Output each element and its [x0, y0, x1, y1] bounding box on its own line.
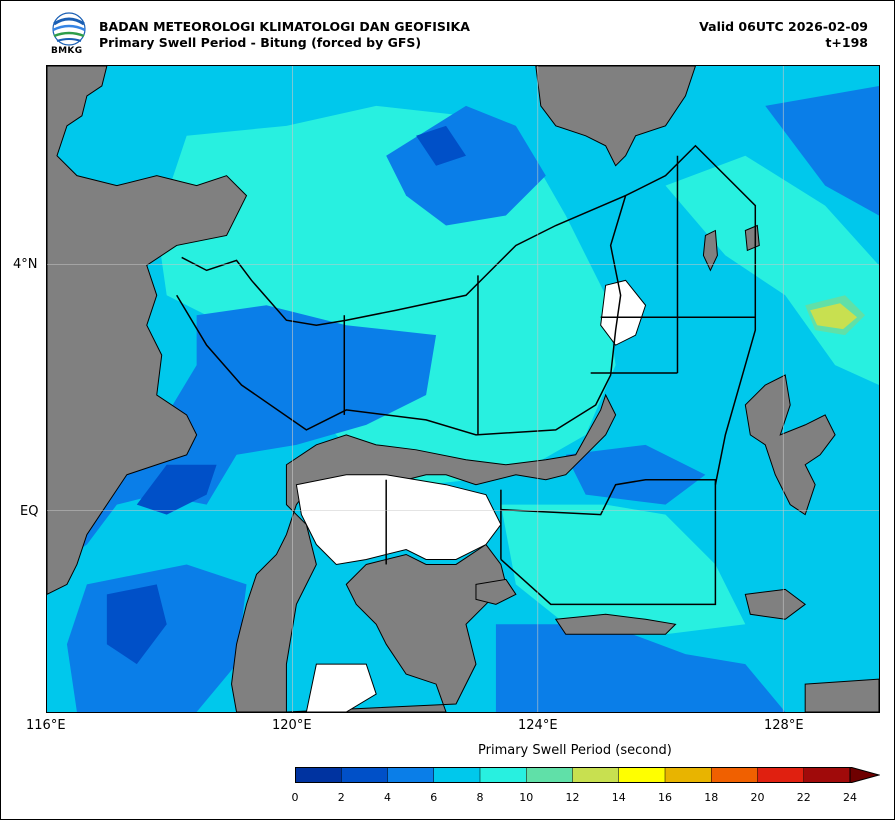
- colorbar-tick-label: 20: [750, 791, 765, 804]
- banggai-sea-mask: [600, 279, 647, 346]
- colorbar-segment: [526, 767, 573, 783]
- obi-land: [804, 678, 879, 712]
- organization-title: BADAN METEOROLOGI KLIMATOLOGI DAN GEOFIS…: [99, 19, 470, 34]
- swell-period-map: [46, 65, 880, 713]
- gridlines: [47, 66, 879, 712]
- lat-tick-4n: 4°N: [13, 257, 38, 272]
- colorbar-tick-label: 14: [611, 791, 626, 804]
- colorbar-segment: [665, 767, 712, 783]
- colorbar-segment: [572, 767, 620, 783]
- boundary-west: [181, 144, 757, 485]
- sangihe-islands-land: [702, 229, 718, 272]
- zone-4-6s-south: [495, 624, 786, 712]
- lon-tick-120: 120°E: [272, 718, 312, 733]
- colorbar-segment: [295, 767, 342, 783]
- banggai-islands-land: [475, 578, 517, 605]
- logo-text: BMKG: [51, 46, 83, 56]
- colorbar-tick-label: 8: [476, 791, 484, 804]
- colorbar-segment: [803, 767, 851, 783]
- forecast-step: t+198: [825, 35, 868, 50]
- colorbar: [295, 767, 880, 783]
- lon-tick-116: 116°E: [26, 718, 66, 733]
- boundary-south: [500, 478, 717, 606]
- map-subtitle: Primary Swell Period - Bitung (forced by…: [99, 35, 422, 50]
- colorbar-segment: [433, 767, 481, 783]
- colorbar-tick-label: 4: [384, 791, 391, 804]
- colorbar-tick-label: 0: [291, 791, 299, 804]
- lon-tick-128: 128°E: [764, 718, 804, 733]
- colorbar-tick-label: 6: [430, 791, 438, 804]
- colorbar-tick-label: 10: [519, 791, 534, 804]
- lon-tick-124: 124°E: [518, 718, 558, 733]
- zone-2-4s-sw: [106, 584, 167, 665]
- colorbar-tick-label: 24: [843, 791, 857, 804]
- zone-2-4s-north: [416, 125, 466, 166]
- zone-4-6s-gulf: [565, 444, 706, 505]
- zone-4-6s-makassar: [47, 305, 437, 585]
- borneo-land: [47, 66, 248, 595]
- sulawesi-land: [231, 393, 617, 712]
- gulf-of-tomini-mask: [295, 474, 502, 565]
- colorbar-tick-label: 12: [565, 791, 580, 804]
- valid-time: Valid 06UTC 2026-02-09: [699, 19, 868, 34]
- colorbar-segment: [341, 767, 388, 783]
- talaud-islands-land: [744, 224, 760, 252]
- colorbar-segment: [480, 767, 527, 783]
- colorbar-segment: [757, 767, 805, 783]
- colorbar-segment: [711, 767, 758, 783]
- colorbar-tick-label: 16: [658, 791, 672, 804]
- lat-tick-eq: EQ: [20, 504, 39, 519]
- buru-land: [744, 588, 807, 620]
- colorbar-tick-label: 22: [796, 791, 811, 804]
- zone-12-14s-patch: [810, 303, 858, 330]
- colorbar-tick-label: 18: [704, 791, 719, 804]
- halmahera-land: [744, 374, 836, 516]
- mindanao-land: [535, 66, 696, 167]
- colorbar-segment: [618, 767, 666, 783]
- zone-8-10s-southeast: [500, 504, 746, 635]
- bone-gulf-mask: [305, 663, 377, 712]
- bmkg-logo: [52, 12, 86, 46]
- sula-islands-land: [554, 613, 677, 635]
- land: [47, 66, 879, 712]
- colorbar-title: Primary Swell Period (second): [478, 743, 672, 758]
- colorbar-segment: [387, 767, 435, 783]
- zone-4-6s-east: [765, 85, 879, 216]
- colorbar-extend-arrow: [849, 767, 880, 783]
- zone-2-4s-west: [136, 464, 217, 515]
- masked-water: [295, 279, 647, 712]
- colorbar-tick-label: 2: [337, 791, 345, 804]
- boundary-inner: [176, 195, 627, 436]
